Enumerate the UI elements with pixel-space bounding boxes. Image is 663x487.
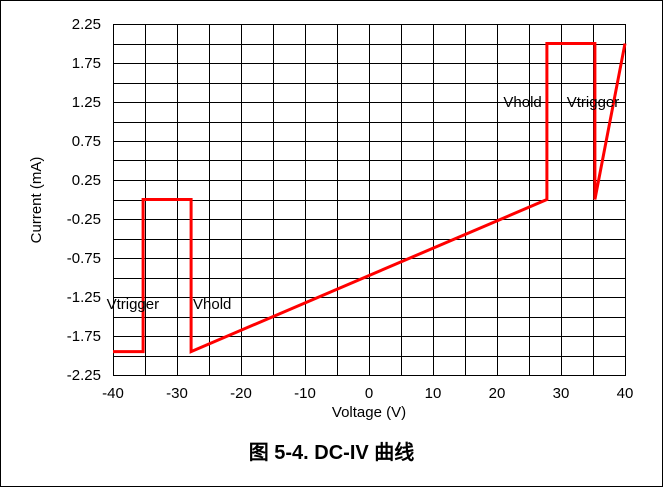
annotation-label: Vtrigger	[567, 94, 620, 111]
y-tick-label: -0.75	[67, 250, 101, 267]
y-tick-label: 0.75	[72, 133, 101, 150]
annotation-label: Vhold	[193, 296, 231, 313]
x-tick-label: 0	[365, 385, 373, 402]
y-tick-label: 0.25	[72, 172, 101, 189]
plot-area	[113, 24, 626, 376]
x-axis-label: Voltage (V)	[332, 404, 406, 421]
y-tick-label: -1.25	[67, 289, 101, 306]
x-tick-label: 40	[617, 385, 634, 402]
y-tick-label: -1.75	[67, 328, 101, 345]
y-tick-label: 1.75	[72, 55, 101, 72]
annotations: Vtrigger Vhold Vhold Vtrigger	[107, 94, 620, 313]
figure-caption: 图 5-4. DC-IV 曲线	[248, 442, 415, 464]
x-tick-label: 20	[489, 385, 506, 402]
y-tick-label: 2.25	[72, 16, 101, 33]
annotation-label: Vhold	[503, 94, 541, 111]
x-tick-label: -30	[166, 385, 188, 402]
x-tick-label: 30	[553, 385, 570, 402]
iv-curve-series-0	[113, 42, 627, 354]
x-tick-labels: -40 -30 -20 -10 0 10 20 30 40	[102, 385, 633, 402]
series-layer	[113, 42, 627, 354]
annotation-label: Vtrigger	[107, 296, 160, 313]
y-tick-labels: 2.25 1.75 1.25 0.75 0.25 -0.25 -0.75 -1.25 -1.75…	[67, 16, 101, 384]
x-tick-label: -40	[102, 385, 124, 402]
x-tick-label: 10	[425, 385, 442, 402]
x-tick-label: -20	[230, 385, 252, 402]
y-tick-label: -0.25	[67, 211, 101, 228]
y-tick-label: 1.25	[72, 94, 101, 111]
y-tick-label: -2.25	[67, 367, 101, 384]
x-tick-label: -10	[294, 385, 316, 402]
plot-border	[113, 24, 626, 376]
dc-iv-chart: -40 -30 -20 -10 0 10 20 30 40 2.25 1.75 1.25 0.75 0.…	[28, 16, 633, 421]
y-axis-label: Current (mA)	[28, 157, 45, 244]
